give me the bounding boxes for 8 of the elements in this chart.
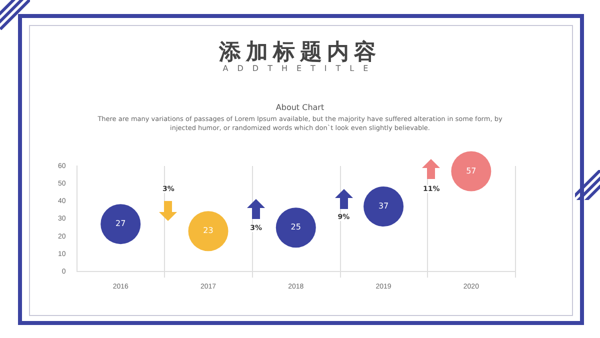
data-label: 27 [116,219,126,228]
text: About Chart [274,103,326,112]
chart-subtitle: ADDTHETITLE [222,64,378,73]
data-label: 37 [378,202,389,211]
data-label: 25 [290,222,301,232]
data-label: 57 [466,166,476,176]
chart-title: 添加标题内容 [218,38,382,65]
data-label: 23 [203,226,214,236]
